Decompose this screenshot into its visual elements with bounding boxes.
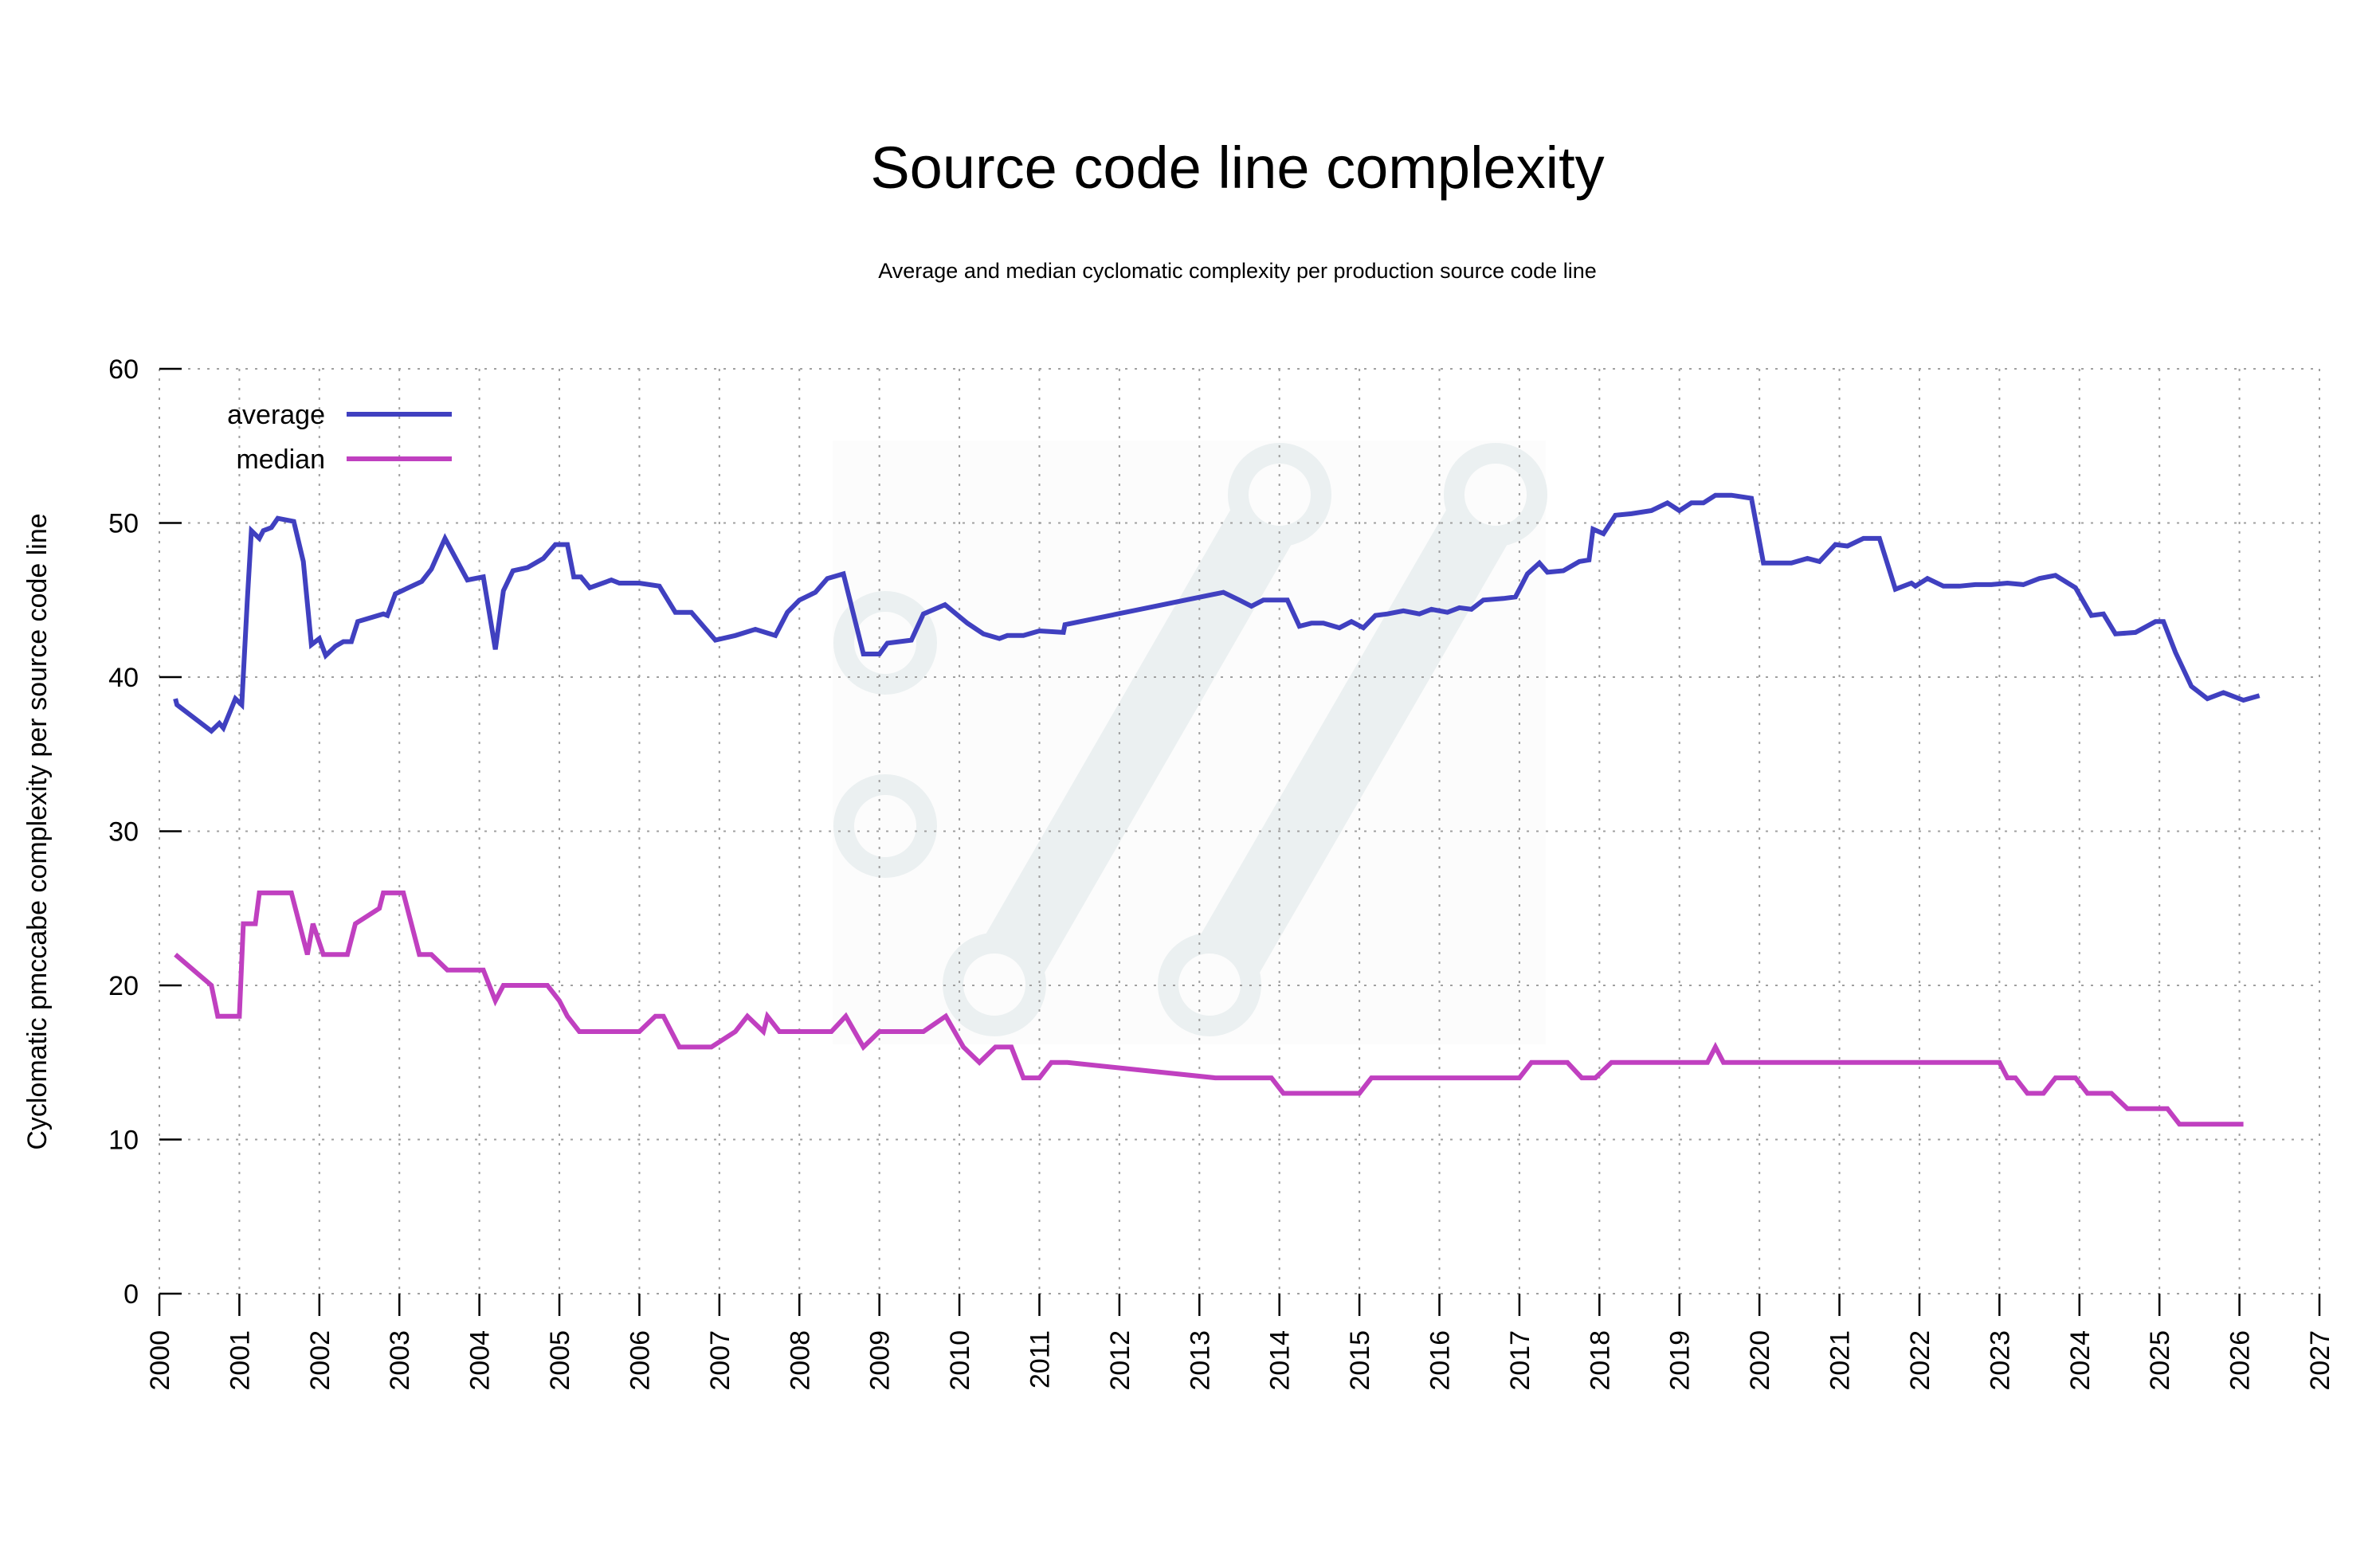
x-tick-label: 2004 [465,1330,496,1391]
legend-label-average: average [227,400,325,430]
x-tick-label: 2013 [1185,1330,1215,1391]
x-tick-label: 2020 [1745,1330,1775,1391]
y-tick-labels: 0 10 20 30 40 50 60 [108,354,139,1310]
y-tick-label: 40 [108,663,139,693]
x-tick-label: 2021 [1825,1330,1856,1391]
axis-ticks [158,367,2321,1316]
x-tick-label: 2023 [1985,1330,2015,1391]
x-tick-label: 2003 [385,1330,415,1391]
x-tick-label: 2017 [1505,1330,1535,1391]
x-tick-label: 2002 [305,1330,335,1391]
x-tick-label: 2025 [2145,1330,2175,1391]
x-tick-label: 2001 [225,1330,255,1391]
x-tick-label: 2012 [1105,1330,1135,1391]
y-tick-label: 0 [124,1279,139,1310]
x-tick-label: 2016 [1425,1330,1456,1391]
x-tick-label: 2027 [2305,1330,2335,1391]
grid [159,368,2320,1294]
x-tick-label: 2005 [545,1330,575,1391]
x-tick-label: 2011 [1025,1330,1055,1388]
legend-label-median: median [236,444,325,475]
series-lines [173,492,2260,1127]
x-tick-label: 2010 [945,1330,975,1391]
x-tick-label: 2024 [2065,1330,2096,1391]
legend: average median [227,400,452,475]
x-tick-label: 2008 [785,1330,815,1391]
x-tick-label: 2026 [2225,1330,2256,1391]
y-tick-label: 30 [108,817,139,848]
x-tick-label: 2014 [1265,1330,1296,1391]
y-tick-label: 10 [108,1126,139,1156]
chart-title: Source code line complexity [870,135,1604,201]
x-tick-label: 2007 [705,1330,735,1391]
chart-subtitle: Average and median cyclomatic complexity… [878,259,1596,283]
y-axis-label: Cyclomatic pmccabe complexity per source… [22,513,53,1149]
average-line [173,492,2260,734]
y-tick-label: 50 [108,509,139,539]
y-tick-label: 60 [108,354,139,385]
x-tick-label: 2019 [1665,1330,1696,1391]
legend-item-average[interactable]: average [227,400,452,430]
x-tick-label: 2000 [145,1330,175,1391]
series-average [173,492,2260,734]
x-tick-label: 2015 [1345,1330,1375,1391]
x-tick-label: 2018 [1585,1330,1615,1391]
y-tick-label: 20 [108,971,139,1001]
x-tick-labels: 2000 2001 2002 2003 2004 2005 2006 2007 2008 2009… [145,1330,2335,1391]
x-tick-label: 2006 [625,1330,655,1391]
series-median [174,890,2244,1127]
x-tick-label: 2022 [1905,1330,1935,1391]
legend-item-median[interactable]: median [236,444,452,475]
x-tick-label: 2009 [865,1330,896,1391]
